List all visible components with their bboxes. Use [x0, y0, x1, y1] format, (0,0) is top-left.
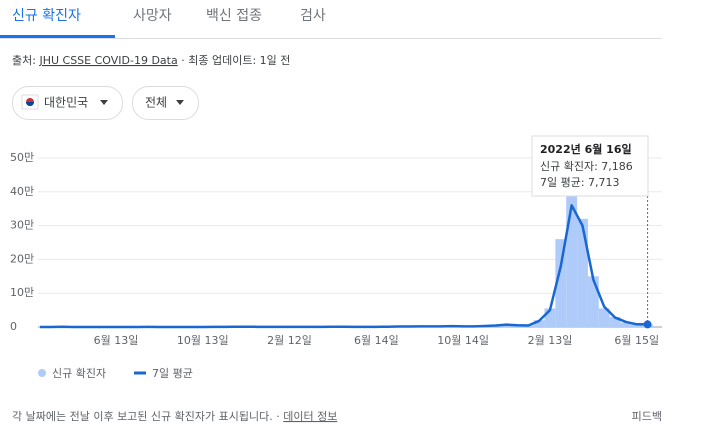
y-tick-label: 20만 [10, 252, 34, 265]
tooltip-line: 7일 평균: 7,713 [540, 175, 620, 189]
tooltip-title: 2022년 6월 16일 [540, 142, 632, 156]
source-link[interactable]: JHU CSSE COVID-19 Data [38, 54, 177, 67]
y-tick-label: 50만 [10, 151, 34, 164]
chart: 0 10만 20만 30만 40만 50만 6월 13일 10월 13일 2월 12일 6월 14… [10, 135, 662, 380]
y-tick-label: 0 [10, 320, 17, 333]
y-tick-label: 30만 [10, 219, 34, 232]
footer-note: 각 날짜에는 전날 이후 보고된 신규 확진자가 표시됩니다. · 데이터 정보 [12, 410, 337, 423]
legend-label: 7일 평균 [152, 366, 193, 380]
x-tick-label: 6월 15일 [614, 333, 659, 347]
bar [533, 320, 545, 327]
x-tick-label: 2월 12일 [267, 333, 312, 347]
source-prefix: 출처: [12, 54, 39, 67]
tooltip [531, 135, 649, 197]
legend-swatch [38, 369, 46, 377]
bar [577, 218, 588, 327]
feedback[interactable]: 피드백 [632, 410, 662, 423]
tab-indicator [0, 35, 115, 38]
dropdown-arrow [100, 100, 108, 105]
bar [631, 324, 643, 327]
legend-label: 신규 확진자 [52, 367, 106, 380]
tab[interactable]: 검사 [300, 8, 326, 24]
x-tick-label: 6월 13일 [94, 333, 139, 347]
filter-chip[interactable] [132, 86, 199, 120]
footer-link[interactable]: 데이터 정보 [283, 410, 337, 423]
y-tick-label: 10만 [10, 286, 34, 299]
bar [598, 308, 610, 327]
x-tick-label: 10월 14일 [437, 333, 489, 347]
footer-text: 각 날짜에는 전날 이후 보고된 신규 확진자가 표시됩니다. · [12, 410, 283, 423]
bar [566, 174, 578, 327]
hover-point [643, 320, 652, 329]
bar [555, 239, 567, 327]
x-tick-label: 10월 13일 [177, 333, 229, 347]
source: 출처: JHU CSSE COVID-19 Data · 최종 업데이트: 1일… [12, 53, 290, 67]
filter-label: 대한민국 [44, 96, 88, 110]
tooltip-line: 신규 확진자: 7,186 [540, 160, 633, 173]
x-tick-label: 6월 14일 [354, 333, 399, 347]
y-tick-label: 40만 [10, 185, 34, 198]
bar [609, 316, 621, 327]
filter-chip[interactable] [12, 86, 123, 120]
filter-label: 전체 [145, 96, 167, 110]
x-tick-label: 2월 13일 [528, 333, 573, 347]
dropdown-arrow [176, 100, 184, 105]
bar [620, 322, 632, 327]
flag-emblem [26, 102, 34, 106]
bar [544, 308, 556, 327]
tab[interactable]: 신규 확진자 [12, 8, 81, 24]
bar [587, 276, 599, 327]
line [39, 204, 648, 329]
tab[interactable]: 백신 접종 [206, 8, 262, 24]
tab[interactable]: 사망자 [133, 8, 172, 24]
source-suffix: · 최종 업데이트: 1일 전 [178, 53, 291, 67]
